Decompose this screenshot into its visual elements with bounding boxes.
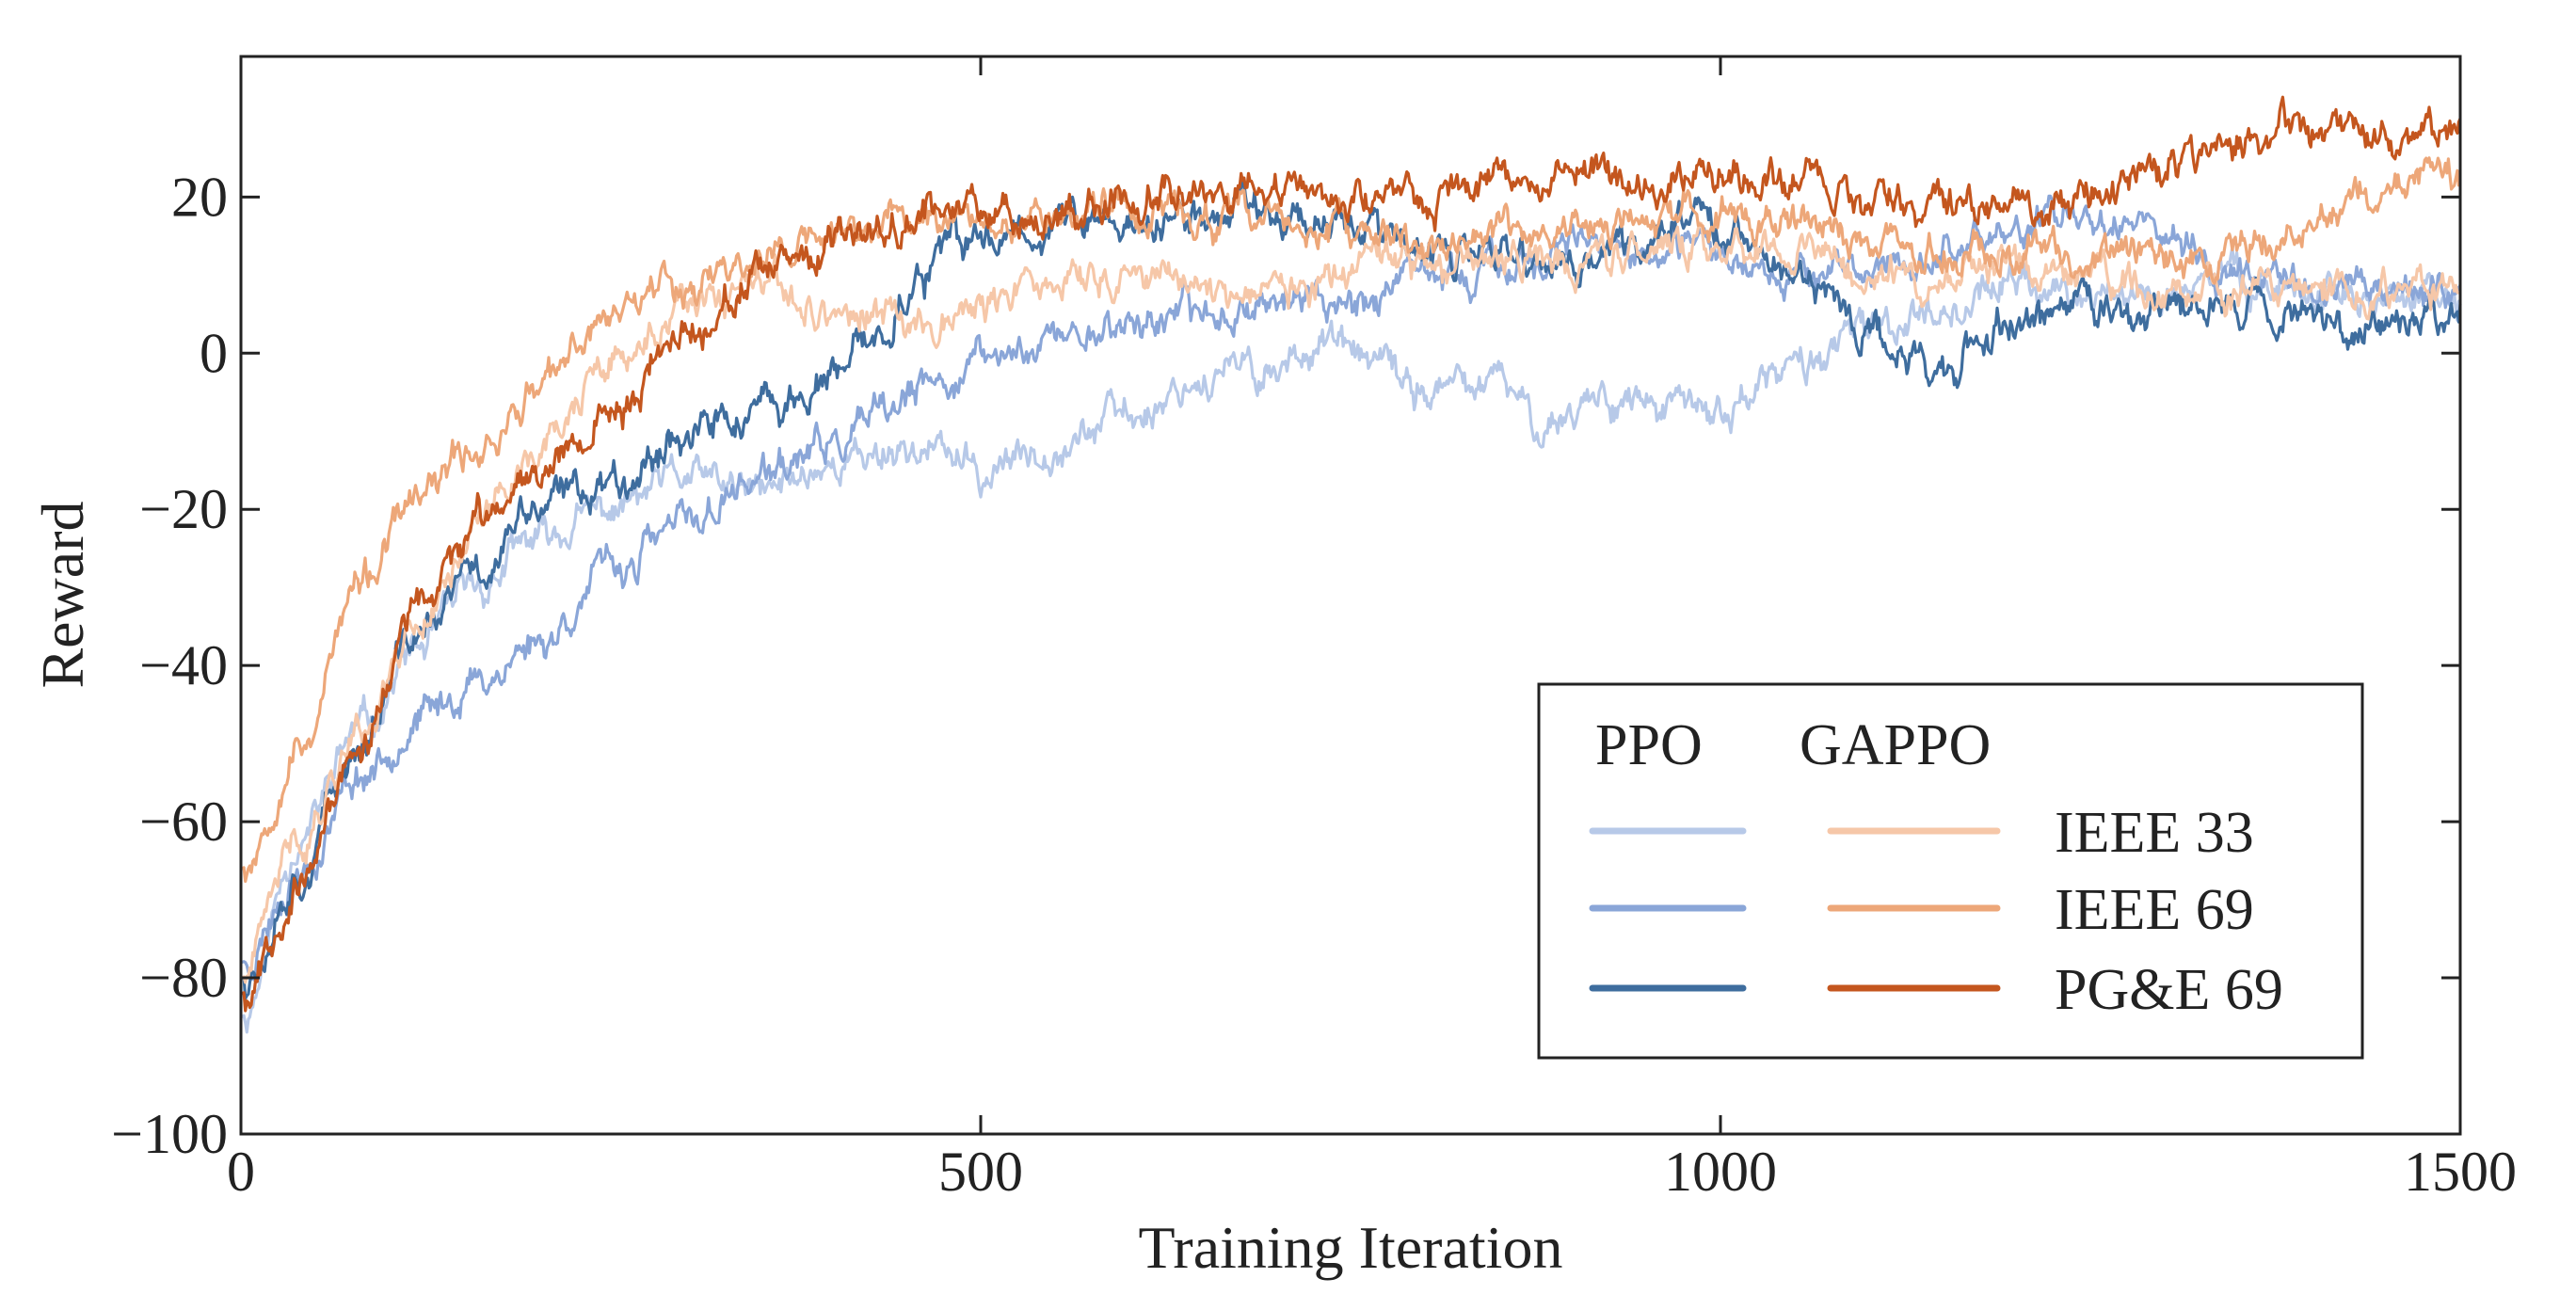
legend-label-pge69: PG&E 69 — [2055, 958, 2283, 1022]
y-tick-label: −20 — [139, 478, 228, 540]
plot-frame — [239, 55, 2462, 1136]
x-tick-label: 1500 — [2404, 1141, 2517, 1203]
y-tick-label: −100 — [111, 1103, 228, 1165]
series-line-gappo-ieee-33 — [240, 221, 2461, 984]
x-tick-label: 1000 — [1664, 1141, 1777, 1203]
series-line-gappo-pg-e-69 — [240, 95, 2462, 1013]
legend-label-ieee69: IEEE 69 — [2055, 878, 2254, 942]
series-line-ppo-pg-e-69 — [240, 176, 2462, 1000]
legend-label-ieee33: IEEE 33 — [2055, 801, 2254, 865]
series-line-ppo-ieee-69 — [240, 194, 2462, 982]
series-line-gappo-ieee-69 — [240, 156, 2462, 884]
x-axis-title: Training Iteration — [1139, 1214, 1563, 1281]
y-tick-label: −60 — [139, 791, 228, 853]
x-tick-label: 0 — [227, 1141, 255, 1203]
y-tick-label: −80 — [139, 947, 228, 1009]
y-tick-label: 0 — [200, 322, 228, 384]
y-tick-label: 20 — [171, 166, 228, 228]
x-tick-label: 500 — [938, 1141, 1023, 1203]
legend: PPO GAPPO IEEE 33 IEEE 69 PG&E 69 — [1537, 682, 2364, 1060]
y-tick-label: −40 — [139, 634, 228, 696]
legend-header-ppo: PPO — [1595, 713, 1703, 777]
tick-layer: 0 500 1000 1500 −100 −80 −60 −40 −20 0 20 — [111, 56, 2517, 1203]
y-axis-title: Reward — [29, 501, 96, 688]
series-layer — [240, 95, 2462, 1034]
legend-box — [1537, 682, 2364, 1060]
legend-header-gappo: GAPPO — [1800, 713, 1991, 777]
